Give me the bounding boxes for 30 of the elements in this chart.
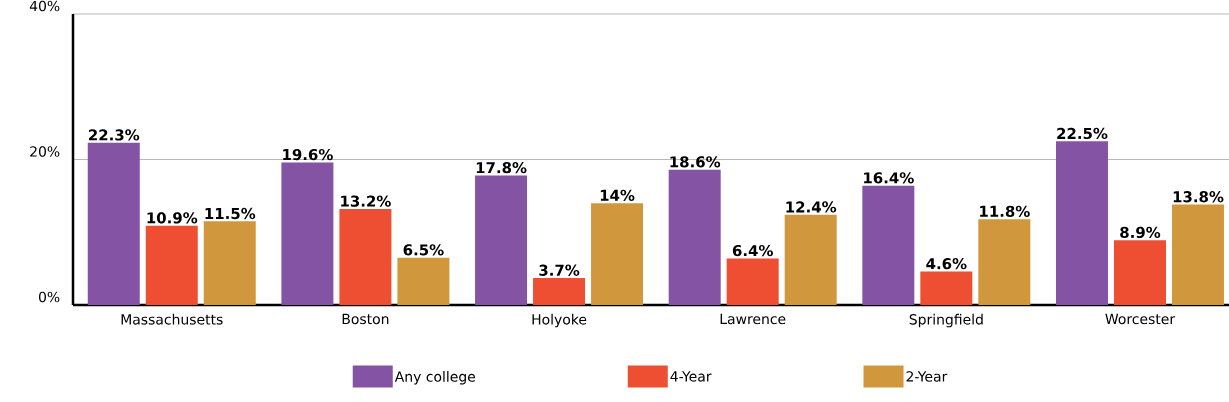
data-label: 13.8% xyxy=(1173,191,1224,203)
y-tick-label: 20% xyxy=(30,146,60,157)
x-tick-label: Boston xyxy=(342,313,389,325)
data-label: 6.4% xyxy=(732,244,773,257)
x-tick-label: Massachusetts xyxy=(121,313,223,325)
y-tick-label: 40% xyxy=(29,0,60,12)
data-label: 12.4% xyxy=(786,201,837,213)
data-label: 17.8% xyxy=(476,162,527,174)
legend-label: 4-Year xyxy=(670,371,712,382)
x-tick-label: Worcester xyxy=(1105,313,1176,325)
y-tick-label: 0% xyxy=(38,291,60,303)
data-label: 4.6% xyxy=(926,258,967,270)
data-label: 14% xyxy=(600,189,635,201)
x-tick-label: Springfield xyxy=(909,313,983,328)
data-label: 11.8% xyxy=(980,205,1030,217)
data-label: 8.9% xyxy=(1120,226,1161,239)
data-label: 10.9% xyxy=(147,212,198,224)
data-label: 22.3% xyxy=(89,129,140,141)
data-label: 22.5% xyxy=(1057,127,1108,140)
data-label: 13.2% xyxy=(341,195,391,207)
data-label: 18.6% xyxy=(670,156,721,168)
legend-label: 2-Year xyxy=(906,371,948,382)
data-label: 19.6% xyxy=(283,148,333,161)
data-label: 3.7% xyxy=(539,264,580,276)
x-tick-label: Holyoke xyxy=(532,313,587,328)
data-label: 6.5% xyxy=(403,244,444,256)
x-tick-label: Lawrence xyxy=(720,313,786,325)
data-label: 16.4% xyxy=(864,172,914,184)
legend-label: Any college xyxy=(394,371,476,385)
data-label: 11.5% xyxy=(205,207,256,220)
